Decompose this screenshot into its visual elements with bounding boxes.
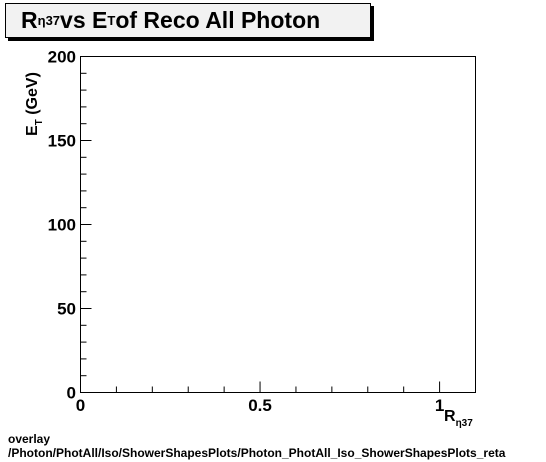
y-tick-label: 50 [57,300,76,319]
plot-frame [80,56,476,393]
y-axis-title-suffix: (GeV) [24,72,41,119]
x-axis-title-sub: η37 [456,418,474,429]
title-prefix: R [21,7,38,33]
x-axis-title: Rη37 [444,408,473,429]
y-tick-label: 150 [48,132,76,151]
x-tick-label: 0.5 [248,396,272,415]
title-prefix-sub: η37 [37,13,61,28]
y-tick-label: 100 [48,216,76,235]
x-tick-label: 0 [76,396,85,415]
footer-caption: overlay /Photon/PhotAll/Iso/ShowerShapes… [8,432,505,460]
title-middle-sub: T [107,13,116,28]
y-axis-title-sub: T [34,119,45,125]
axis-tick-labels: 0 0.5 1 0 50 100 150 200 [48,48,445,416]
axis-ticks [80,56,476,393]
y-axis-title: ET (GeV) [24,72,45,136]
title-middle: vs E [60,7,108,33]
x-axis-title-main: R [444,408,456,425]
y-tick-label: 200 [48,48,76,67]
y-tick-label: 0 [67,384,76,403]
y-axis-title-main: E [24,125,41,136]
x-tick-label: 1 [435,396,444,415]
title-suffix: of Reco All Photon [115,7,321,33]
footer-line-2: /Photon/PhotAll/Iso/ShowerShapesPlots/Ph… [8,446,506,460]
footer-line-1: overlay [8,432,51,446]
